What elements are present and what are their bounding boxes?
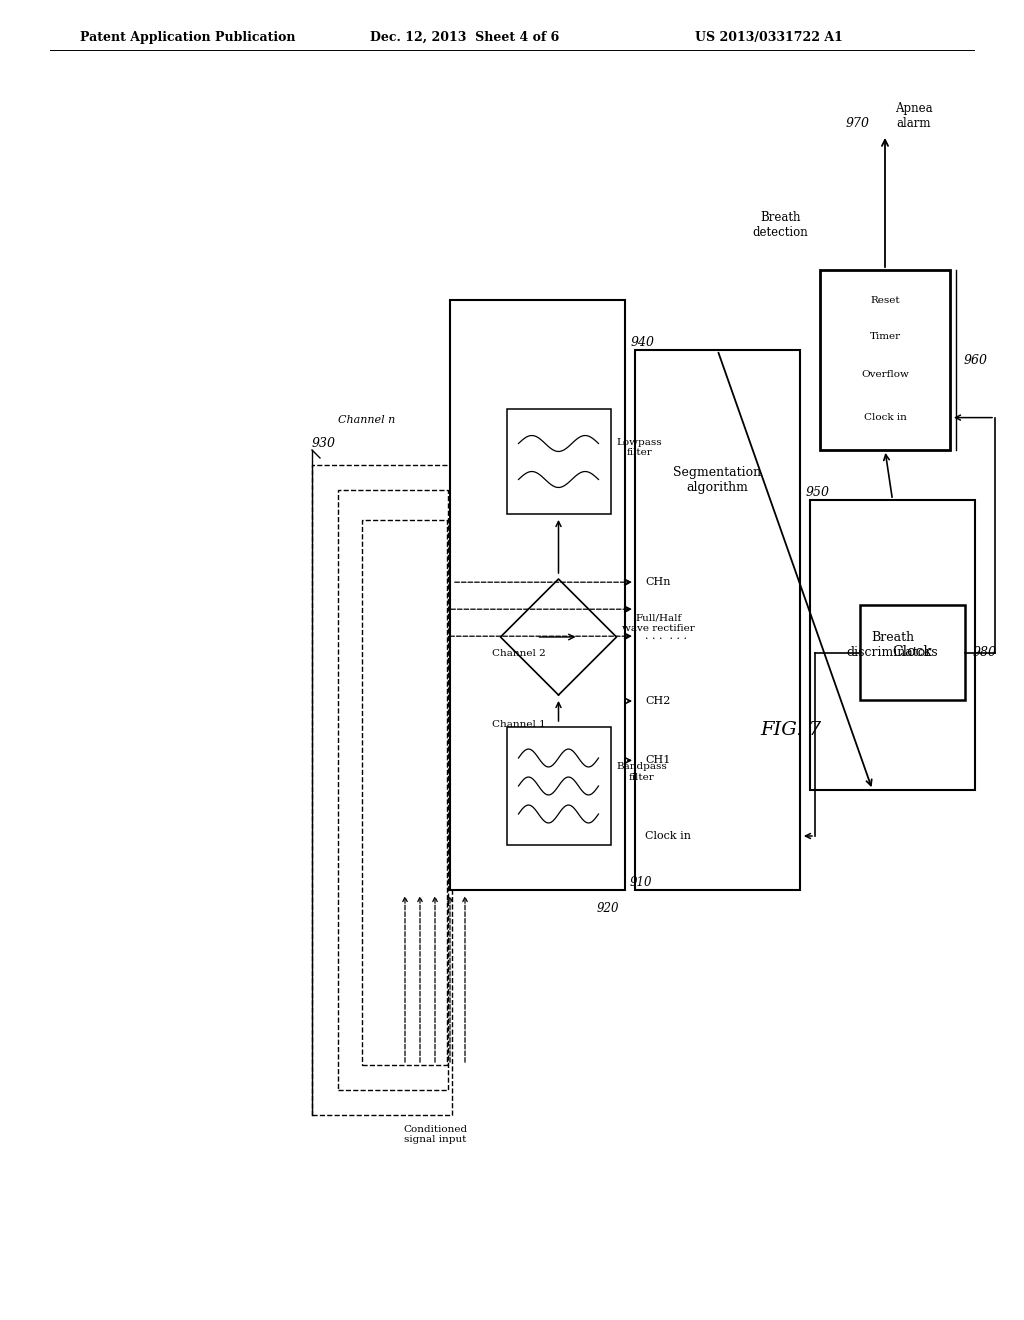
- Text: 930: 930: [312, 437, 336, 450]
- Text: Timer: Timer: [869, 333, 900, 341]
- Text: CHn: CHn: [645, 577, 671, 587]
- Text: 940: 940: [631, 335, 655, 348]
- Text: . . .  . . .: . . . . . .: [645, 631, 687, 642]
- Text: Breath
detection: Breath detection: [753, 211, 808, 239]
- Text: CH1: CH1: [645, 755, 671, 766]
- Text: Channel n: Channel n: [338, 414, 395, 425]
- Bar: [362, 520, 447, 1065]
- Text: 910: 910: [630, 875, 652, 888]
- Text: 980: 980: [973, 645, 997, 659]
- Text: Lowpass
filter: Lowpass filter: [616, 438, 663, 457]
- Bar: [635, 350, 800, 890]
- Text: Apnea
alarm: Apnea alarm: [895, 102, 933, 129]
- Text: US 2013/0331722 A1: US 2013/0331722 A1: [695, 30, 843, 44]
- Text: Breath
discriminators: Breath discriminators: [847, 631, 938, 659]
- Bar: [507, 409, 610, 513]
- Text: 920: 920: [597, 902, 620, 915]
- Bar: [860, 605, 965, 700]
- Text: 960: 960: [964, 354, 988, 367]
- Text: Clock: Clock: [893, 645, 933, 660]
- Text: Bandpass
filter: Bandpass filter: [616, 762, 668, 781]
- Text: Segmentation
algorithm: Segmentation algorithm: [674, 466, 762, 494]
- Bar: [820, 271, 950, 450]
- Polygon shape: [501, 579, 616, 696]
- Text: Dec. 12, 2013  Sheet 4 of 6: Dec. 12, 2013 Sheet 4 of 6: [370, 30, 559, 44]
- Text: Patent Application Publication: Patent Application Publication: [80, 30, 296, 44]
- Text: Full/Half
wave rectifier: Full/Half wave rectifier: [623, 614, 695, 632]
- Text: 950: 950: [806, 486, 830, 499]
- Bar: [507, 727, 610, 845]
- Text: Channel 2: Channel 2: [492, 649, 546, 659]
- Text: Channel 1: Channel 1: [492, 721, 546, 729]
- Text: 970: 970: [846, 117, 870, 129]
- Text: Clock in: Clock in: [863, 413, 906, 422]
- Bar: [810, 500, 975, 789]
- Text: CH2: CH2: [645, 696, 671, 706]
- Text: Reset: Reset: [870, 296, 900, 305]
- Text: Clock in: Clock in: [645, 832, 691, 841]
- Bar: [312, 465, 452, 1115]
- Text: Overflow: Overflow: [861, 370, 909, 379]
- Text: FIG. 7: FIG. 7: [760, 721, 821, 739]
- Bar: [338, 490, 449, 1090]
- Bar: [450, 300, 625, 890]
- Text: Conditioned
signal input: Conditioned signal input: [402, 1125, 467, 1144]
